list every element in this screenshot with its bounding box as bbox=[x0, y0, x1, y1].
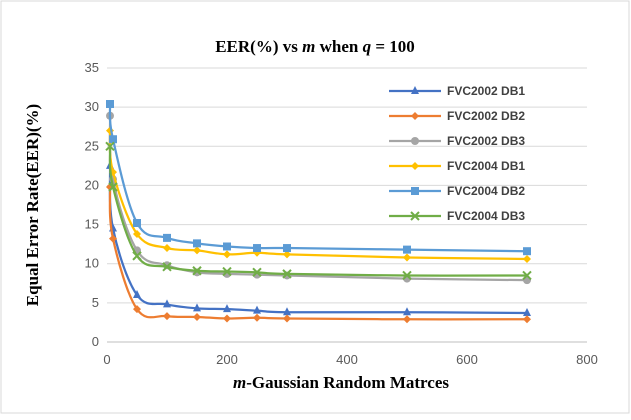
legend-marker bbox=[411, 187, 419, 195]
data-point bbox=[193, 303, 201, 312]
data-point bbox=[252, 267, 262, 278]
x-tick-label: 200 bbox=[216, 352, 238, 367]
legend-label: FVC2004 DB2 bbox=[447, 184, 525, 198]
data-point bbox=[403, 245, 411, 254]
data-point bbox=[403, 315, 411, 324]
legend-label: FVC2002 DB2 bbox=[447, 109, 525, 123]
legend-item: FVC2002 DB3 bbox=[389, 134, 525, 148]
data-point bbox=[253, 313, 261, 322]
legend-item: FVC2002 DB1 bbox=[389, 84, 525, 98]
data-point bbox=[105, 141, 115, 151]
series-line bbox=[108, 165, 528, 315]
data-point bbox=[109, 234, 117, 243]
data-point bbox=[192, 266, 202, 276]
series-fvc2004-db3 bbox=[105, 141, 532, 281]
data-point bbox=[133, 305, 141, 314]
legend-label: FVC2004 DB1 bbox=[447, 159, 525, 173]
legend-marker bbox=[411, 137, 419, 145]
legend-item: FVC2002 DB2 bbox=[389, 109, 525, 123]
legend-label: FVC2002 DB3 bbox=[447, 134, 525, 148]
data-point bbox=[283, 250, 291, 259]
y-tick-label: 15 bbox=[85, 217, 99, 232]
legend-marker bbox=[411, 112, 419, 120]
data-point bbox=[109, 135, 117, 144]
legend: FVC2002 DB1 FVC2002 DB2 FVC2002 DB3 FVC2004… bbox=[389, 84, 525, 223]
legend-marker bbox=[411, 162, 419, 170]
data-point bbox=[163, 244, 171, 253]
data-point bbox=[193, 312, 201, 321]
data-point bbox=[283, 244, 291, 253]
data-point bbox=[253, 244, 261, 253]
x-axis-ticks: 0 200 400 600 800 bbox=[103, 352, 597, 367]
x-tick-label: 0 bbox=[103, 352, 110, 367]
x-tick-label: 800 bbox=[576, 352, 598, 367]
data-point bbox=[133, 229, 141, 238]
data-point bbox=[403, 307, 411, 316]
data-point bbox=[283, 307, 291, 316]
series-fvc2002-db2 bbox=[106, 182, 531, 324]
x-tick-label: 600 bbox=[456, 352, 478, 367]
x-tick-label: 400 bbox=[336, 352, 358, 367]
legend-item: FVC2004 DB3 bbox=[389, 209, 525, 223]
y-axis-ticks: 0 5 10 15 20 25 30 35 bbox=[85, 60, 99, 349]
data-point bbox=[283, 314, 291, 323]
legend-label: FVC2004 DB3 bbox=[447, 209, 525, 223]
data-point bbox=[163, 233, 171, 242]
data-point bbox=[253, 305, 261, 314]
data-point bbox=[223, 250, 231, 259]
series-group bbox=[105, 100, 532, 324]
y-tick-label: 25 bbox=[85, 138, 99, 153]
legend-label: FVC2002 DB1 bbox=[447, 84, 525, 98]
data-point bbox=[133, 290, 141, 299]
data-point bbox=[223, 242, 231, 251]
gridlines bbox=[107, 67, 587, 343]
chart-title: EER(%) vs m when q = 100 bbox=[215, 37, 415, 56]
data-point bbox=[223, 304, 231, 313]
y-tick-label: 20 bbox=[85, 177, 99, 192]
series-line bbox=[108, 115, 528, 282]
y-tick-label: 5 bbox=[92, 295, 99, 310]
data-point bbox=[402, 270, 412, 281]
series-line bbox=[108, 186, 528, 321]
data-point bbox=[403, 253, 411, 262]
legend-item: FVC2004 DB1 bbox=[389, 159, 525, 173]
data-point bbox=[193, 246, 201, 255]
series-line bbox=[108, 103, 528, 253]
series-fvc2004-db1 bbox=[106, 126, 531, 264]
data-point bbox=[162, 262, 172, 272]
y-axis-title: Equal Error Rate(EER)(%) bbox=[23, 104, 42, 306]
y-tick-label: 30 bbox=[85, 99, 99, 114]
data-point bbox=[132, 251, 142, 261]
series-line bbox=[108, 130, 528, 261]
legend-marker bbox=[411, 86, 419, 94]
y-tick-label: 0 bbox=[92, 334, 99, 349]
series-fvc2004-db2 bbox=[106, 100, 531, 256]
data-point bbox=[222, 266, 232, 277]
data-point bbox=[163, 312, 171, 321]
data-point bbox=[523, 247, 531, 256]
data-point bbox=[133, 219, 141, 228]
data-point bbox=[108, 182, 118, 192]
data-point bbox=[223, 314, 231, 323]
x-axis-title: m-Gaussian Random Matrces bbox=[233, 373, 449, 392]
y-tick-label: 35 bbox=[85, 60, 99, 75]
data-point bbox=[106, 100, 114, 109]
data-point bbox=[193, 239, 201, 248]
legend-item: FVC2004 DB2 bbox=[389, 184, 525, 198]
data-point bbox=[523, 315, 531, 324]
data-point bbox=[522, 270, 532, 281]
y-tick-label: 10 bbox=[85, 256, 99, 271]
series-line bbox=[108, 146, 528, 277]
legend-marker bbox=[410, 211, 420, 221]
data-point bbox=[523, 255, 531, 264]
data-point bbox=[282, 269, 292, 279]
data-point bbox=[163, 299, 171, 308]
data-point bbox=[523, 308, 531, 317]
